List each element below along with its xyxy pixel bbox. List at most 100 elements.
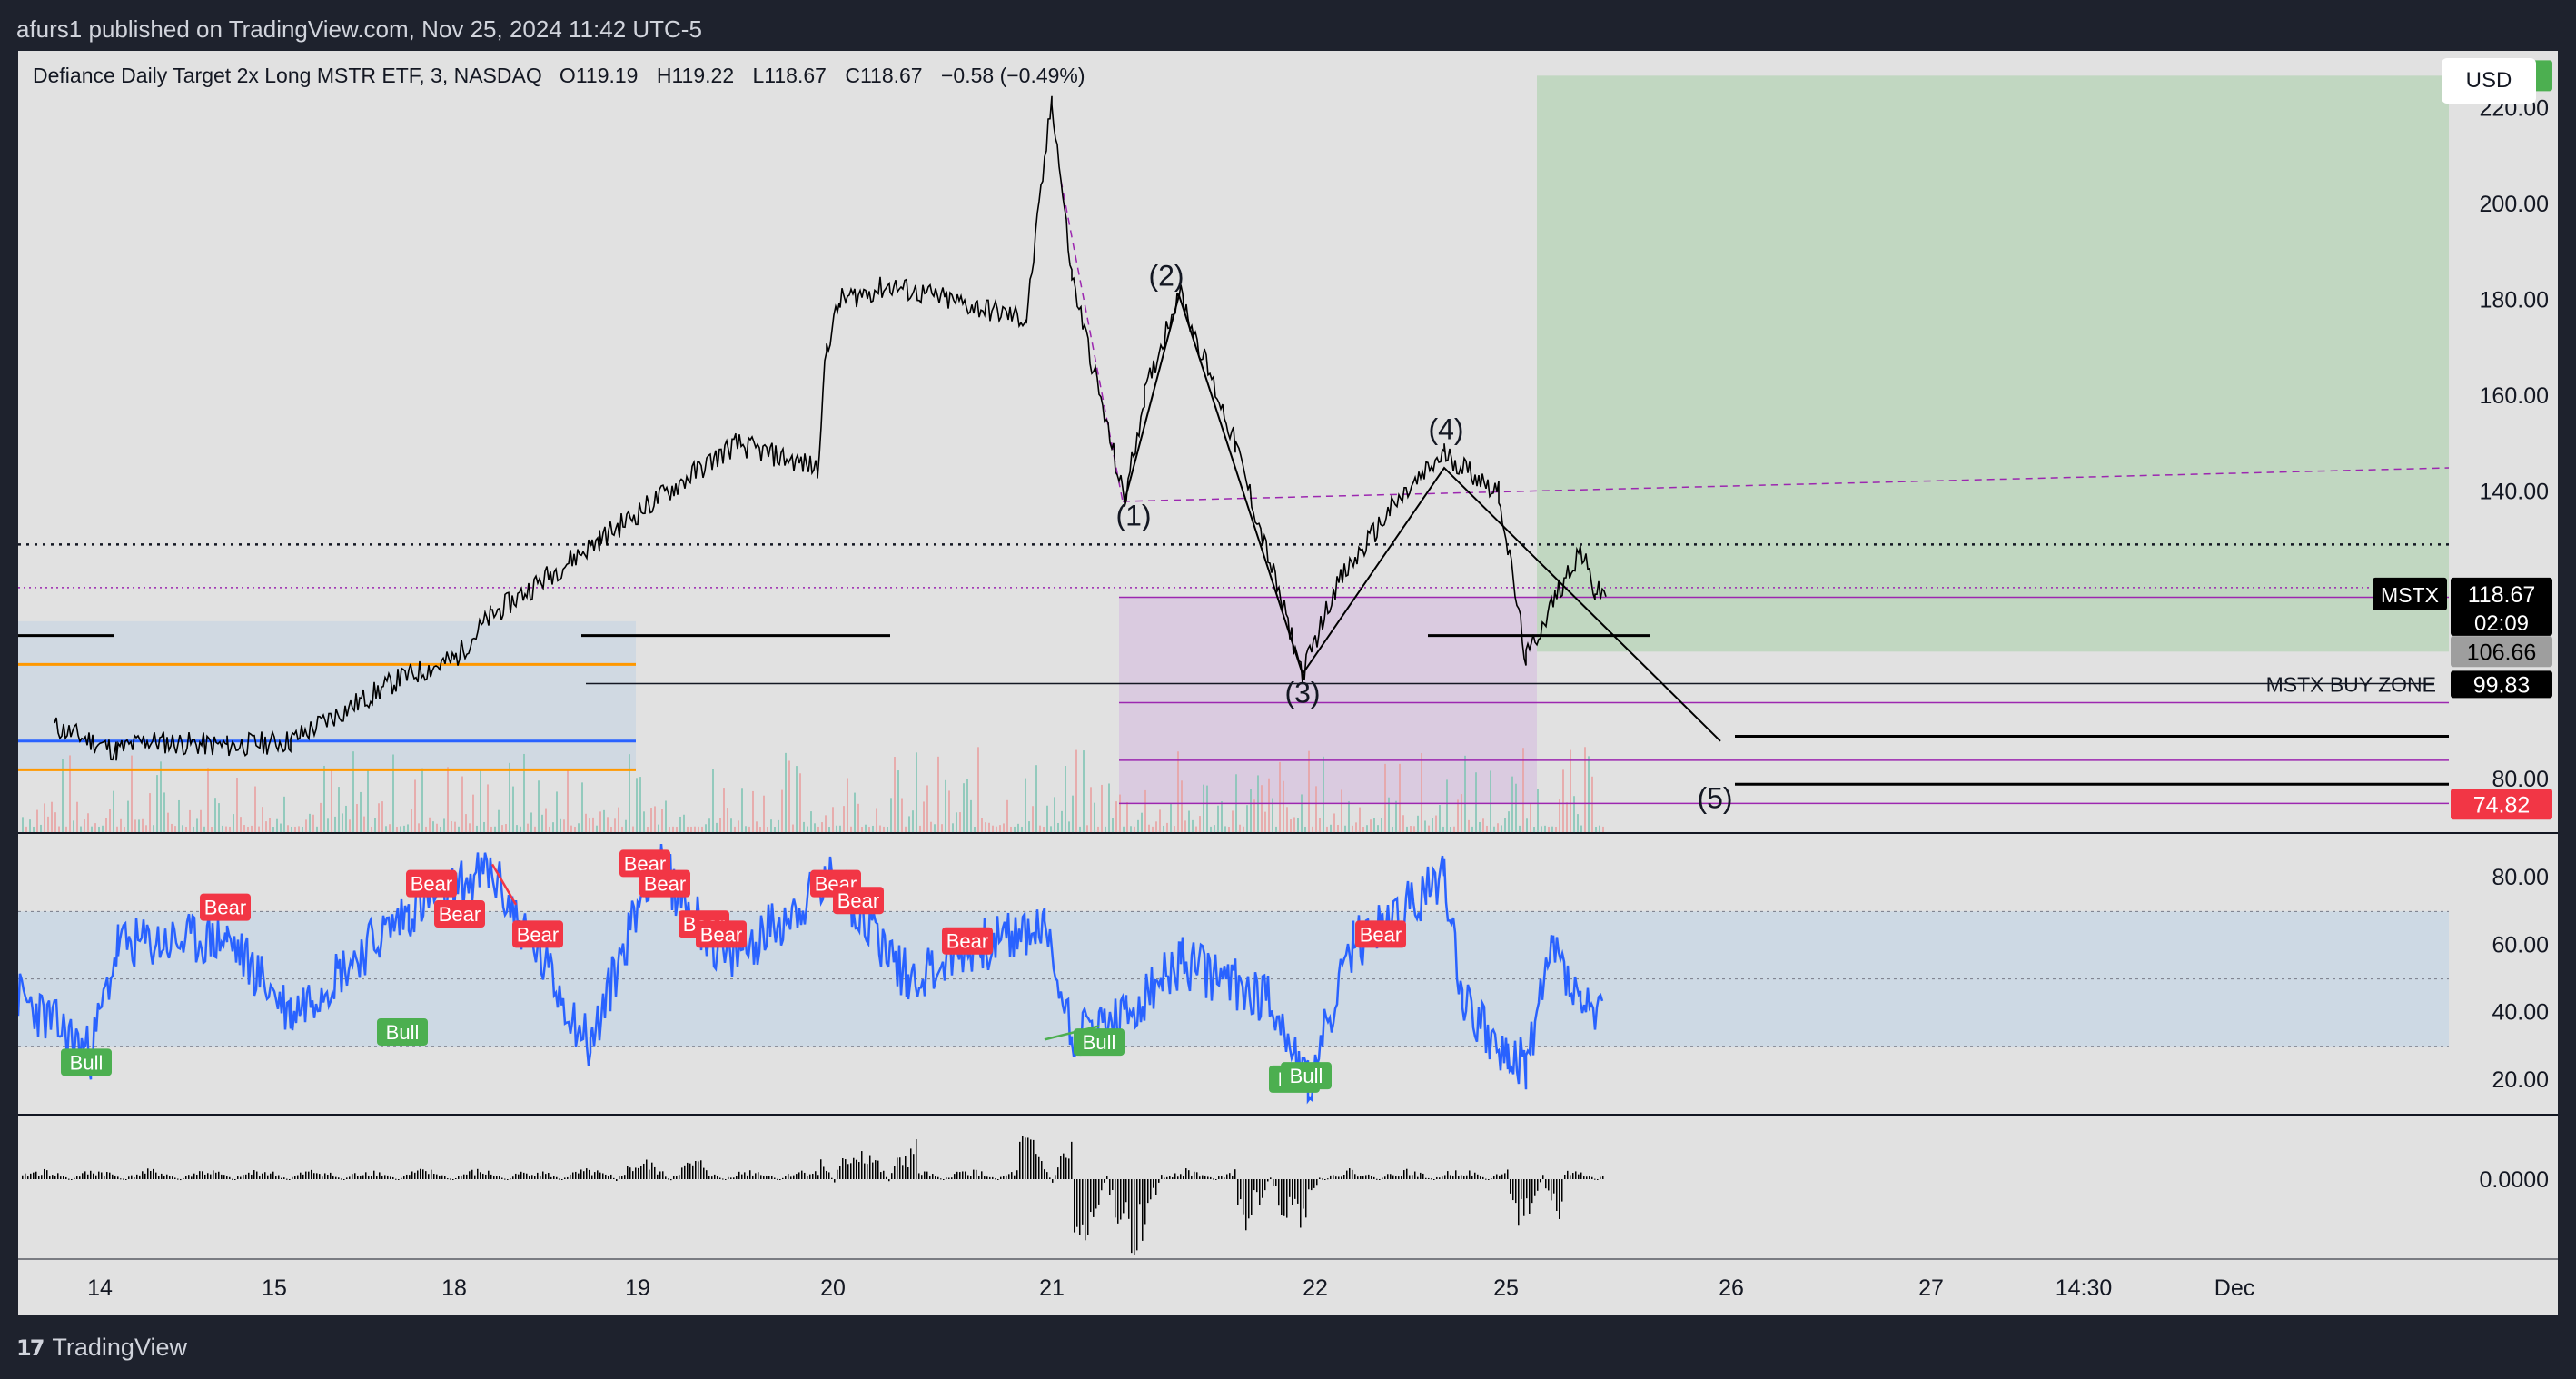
oscillator-bar xyxy=(1341,1176,1342,1179)
oscillator-bar xyxy=(41,1175,43,1179)
currency-button[interactable]: USD xyxy=(2442,58,2536,104)
volume-bar xyxy=(505,824,507,832)
oscillator-bar xyxy=(897,1157,898,1179)
volume-bar xyxy=(1159,809,1161,832)
oscillator-bar xyxy=(1256,1179,1258,1193)
chart-frame[interactable]: (1)(2)(3)(4)(5)80.00100.00120.00140.0016… xyxy=(18,51,2558,1315)
volume-bar xyxy=(621,826,623,832)
volume-bar xyxy=(632,826,634,832)
oscillator-bar xyxy=(90,1170,92,1179)
oscillator-bar xyxy=(853,1157,855,1179)
volume-bar xyxy=(712,769,714,832)
oscillator-bar xyxy=(774,1177,776,1179)
oscillator-bar xyxy=(657,1174,659,1179)
volume-bar xyxy=(334,816,336,832)
oscillator-bar xyxy=(1311,1179,1313,1191)
volume-bar xyxy=(203,826,205,832)
oscillator-bar xyxy=(104,1176,105,1179)
wave-label: (1) xyxy=(1115,499,1151,531)
oscillator-bar xyxy=(82,1173,84,1179)
oscillator-bar xyxy=(580,1169,582,1179)
oscillator-bar xyxy=(1436,1176,1438,1179)
oscillator-bar xyxy=(493,1176,495,1179)
volume-bar xyxy=(817,826,819,832)
bull-signal-label: Bull xyxy=(386,1021,420,1044)
volume-bar xyxy=(1206,785,1208,832)
volume-bar xyxy=(291,826,292,832)
oscillator-bar xyxy=(913,1154,915,1179)
oscillator-bar xyxy=(763,1176,765,1179)
oscillator-tick-label: 0.0000 xyxy=(2480,1167,2549,1193)
oscillator-bar xyxy=(1294,1179,1296,1199)
volume-bar xyxy=(854,792,856,832)
oscillator-bar xyxy=(142,1171,144,1179)
volume-bar xyxy=(1551,826,1553,832)
oscillator-bar xyxy=(959,1172,961,1179)
oscillator-bar xyxy=(1174,1173,1176,1179)
oscillator-bar xyxy=(605,1174,607,1179)
chart-canvas[interactable]: (1)(2)(3)(4)(5)80.00100.00120.00140.0016… xyxy=(18,51,2558,1315)
oscillator-bar xyxy=(684,1165,686,1179)
bear-signal-box xyxy=(200,893,251,921)
oscillator-bar xyxy=(1553,1179,1555,1194)
oscillator-bar xyxy=(207,1173,209,1179)
volume-bar xyxy=(1035,765,1037,832)
tradingview-logo[interactable]: 17 TradingView xyxy=(16,1334,187,1362)
oscillator-bar xyxy=(1221,1176,1223,1179)
oscillator-bar xyxy=(804,1172,806,1179)
volume-bar xyxy=(1326,826,1328,832)
volume-bar xyxy=(1537,789,1539,832)
volume-bar xyxy=(770,819,772,832)
volume-bar xyxy=(1559,799,1560,832)
oscillator-bar xyxy=(1046,1172,1048,1179)
volume-bar xyxy=(1304,826,1306,832)
oscillator-bar xyxy=(139,1175,141,1179)
oscillator-bar xyxy=(646,1159,648,1179)
oscillator-bar xyxy=(779,1179,781,1180)
oscillator-bar xyxy=(681,1167,683,1179)
oscillator-bar xyxy=(409,1175,411,1179)
oscillator-bar xyxy=(101,1172,103,1179)
oscillator-bar xyxy=(1439,1177,1441,1179)
oscillator-bar xyxy=(1335,1176,1337,1179)
volume-bar xyxy=(1428,825,1430,832)
bear-signal-box xyxy=(512,920,563,948)
volume-bar xyxy=(654,806,656,832)
volume-bar xyxy=(1515,783,1517,832)
volume-bar xyxy=(843,806,845,832)
oscillator-bar xyxy=(384,1175,386,1179)
volume-bar xyxy=(1264,811,1266,832)
volume-bar xyxy=(599,811,601,832)
oscillator-bar xyxy=(1259,1179,1261,1205)
oscillator-bar xyxy=(1578,1174,1580,1179)
volume-bar xyxy=(1181,780,1183,832)
volume-bar xyxy=(1464,755,1466,832)
volume-bar xyxy=(781,789,783,832)
volume-bar xyxy=(156,775,158,832)
oscillator-bar xyxy=(403,1176,405,1179)
oscillator-bar xyxy=(665,1176,667,1179)
oscillator-bar xyxy=(1115,1179,1116,1218)
oscillator-bar xyxy=(741,1174,743,1179)
entry-price-label-box xyxy=(2451,636,2552,668)
oscillator-bar xyxy=(1412,1175,1413,1179)
oscillator-bar xyxy=(1589,1176,1590,1179)
volume-bar xyxy=(432,821,434,832)
volume-bar xyxy=(1214,825,1215,832)
oscillator-bar xyxy=(1406,1168,1408,1179)
oscillator-bar xyxy=(1515,1179,1517,1204)
volume-bar xyxy=(825,815,827,832)
volume-bar xyxy=(669,826,670,832)
oscillator-bar xyxy=(349,1176,351,1179)
oscillator-bar xyxy=(150,1171,152,1179)
volume-bar xyxy=(658,824,659,832)
bear-signal-label: Bear xyxy=(837,889,879,912)
oscillator-bar xyxy=(232,1178,233,1180)
oscillator-bar xyxy=(812,1173,814,1179)
oscillator-bar xyxy=(616,1179,618,1182)
oscillator-bar xyxy=(1531,1179,1533,1204)
oscillator-bar xyxy=(213,1170,214,1179)
buy-zone-box xyxy=(1119,597,1537,804)
oscillator-bar xyxy=(38,1176,40,1179)
volume-bar xyxy=(828,827,830,832)
